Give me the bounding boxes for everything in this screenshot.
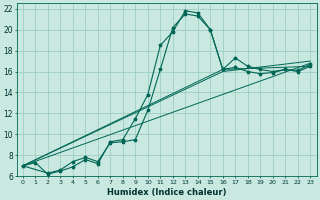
- X-axis label: Humidex (Indice chaleur): Humidex (Indice chaleur): [107, 188, 226, 197]
